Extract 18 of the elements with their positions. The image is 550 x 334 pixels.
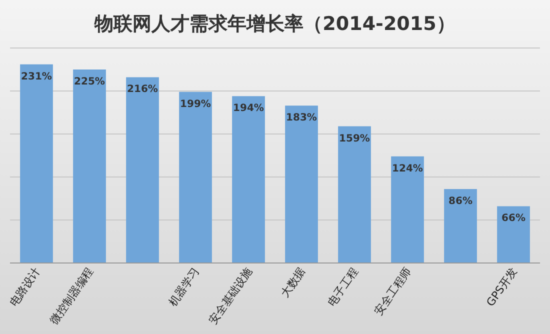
data-label: 231%: [21, 71, 52, 82]
data-label: 159%: [339, 133, 370, 144]
x-tick-label: 安全基础设施: [206, 265, 255, 327]
x-tick-label: 微控制器编程: [47, 265, 96, 327]
data-label: 199%: [180, 98, 211, 110]
data-label: 216%: [127, 84, 158, 96]
data-label: 124%: [392, 163, 423, 174]
x-tick-label: 电路设计: [7, 265, 43, 309]
data-label: 194%: [233, 103, 264, 114]
x-tick-label: 大数据: [278, 265, 308, 300]
data-label: 66%: [502, 213, 526, 224]
x-tick-label: 安全工程师: [372, 265, 414, 318]
data-label: 225%: [74, 76, 105, 88]
x-tick-label: 电子工程: [325, 265, 361, 309]
x-tick-label: 机器学习: [166, 265, 202, 309]
data-label: 86%: [448, 196, 472, 208]
data-label: 183%: [286, 112, 317, 124]
chart-title: 物联网人才需求年增长率（2014-2015）: [94, 13, 456, 35]
